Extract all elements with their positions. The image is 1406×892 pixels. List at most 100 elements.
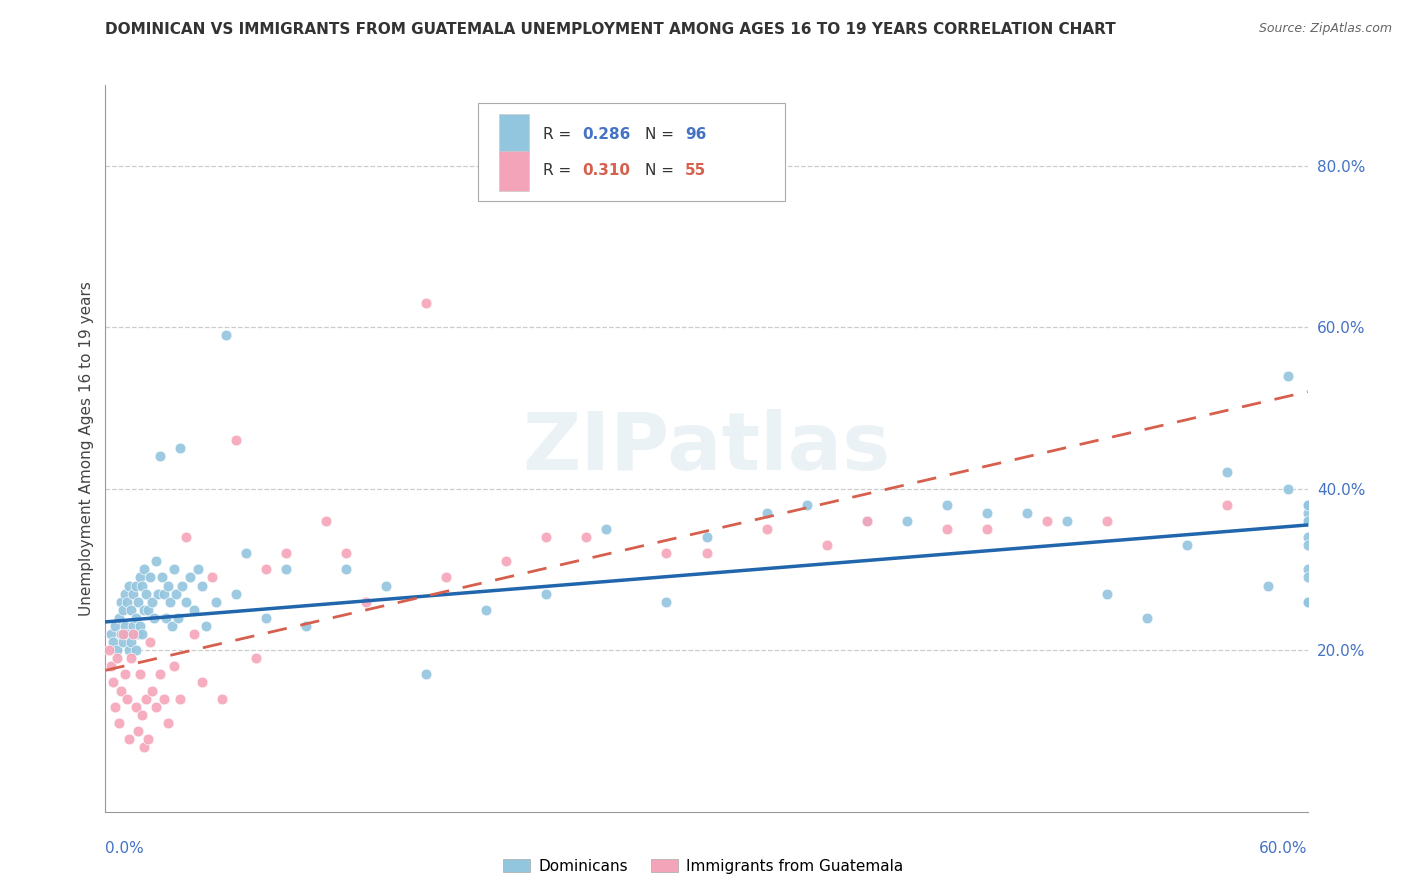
Point xyxy=(122,619,145,633)
Point xyxy=(142,611,165,625)
Point xyxy=(160,619,183,633)
Point xyxy=(936,498,959,512)
Point xyxy=(434,570,457,584)
Point xyxy=(107,643,129,657)
Point xyxy=(1216,466,1239,480)
Point xyxy=(796,498,818,512)
Point xyxy=(235,546,257,560)
Point xyxy=(136,731,159,746)
Point xyxy=(183,603,205,617)
Point xyxy=(245,651,267,665)
Point xyxy=(145,554,167,568)
Point xyxy=(655,595,678,609)
Text: 0.0%: 0.0% xyxy=(105,841,145,855)
Point xyxy=(976,506,998,520)
Point xyxy=(1296,506,1319,520)
Point xyxy=(1296,514,1319,528)
Point xyxy=(128,619,150,633)
Point xyxy=(1017,506,1039,520)
Point xyxy=(132,562,155,576)
Point xyxy=(122,627,145,641)
Point xyxy=(124,643,146,657)
Point xyxy=(121,603,143,617)
Point xyxy=(108,611,131,625)
Point xyxy=(165,587,187,601)
Point xyxy=(595,522,617,536)
Point xyxy=(112,635,135,649)
Point xyxy=(124,578,146,592)
Point xyxy=(187,562,209,576)
Point xyxy=(1277,482,1299,496)
Point xyxy=(121,635,143,649)
Point xyxy=(141,595,163,609)
Point xyxy=(1296,498,1319,512)
Point xyxy=(254,562,277,576)
Point xyxy=(976,522,998,536)
Point xyxy=(145,699,167,714)
Point xyxy=(110,595,132,609)
Text: N =: N = xyxy=(645,163,679,178)
Point xyxy=(211,691,233,706)
Point xyxy=(118,731,141,746)
Point xyxy=(696,546,718,560)
Y-axis label: Unemployment Among Ages 16 to 19 years: Unemployment Among Ages 16 to 19 years xyxy=(79,281,94,615)
Point xyxy=(135,691,157,706)
Point xyxy=(110,627,132,641)
Point xyxy=(174,595,197,609)
Point xyxy=(1036,514,1059,528)
Point xyxy=(122,587,145,601)
Text: 0.310: 0.310 xyxy=(582,163,631,178)
Point xyxy=(415,667,437,681)
Point xyxy=(124,699,146,714)
Point xyxy=(156,578,179,592)
Point xyxy=(755,506,778,520)
FancyBboxPatch shape xyxy=(499,114,529,154)
Point xyxy=(156,715,179,730)
Point xyxy=(131,578,153,592)
Legend: Dominicans, Immigrants from Guatemala: Dominicans, Immigrants from Guatemala xyxy=(496,853,910,880)
Point xyxy=(179,570,201,584)
Point xyxy=(174,530,197,544)
Point xyxy=(696,530,718,544)
Point xyxy=(1097,514,1119,528)
Point xyxy=(1296,538,1319,552)
Point xyxy=(855,514,877,528)
FancyBboxPatch shape xyxy=(478,103,785,201)
Point xyxy=(1296,570,1319,584)
Point xyxy=(114,619,136,633)
Point xyxy=(107,651,129,665)
Point xyxy=(201,570,224,584)
Point xyxy=(100,659,122,673)
Point xyxy=(104,699,127,714)
Point xyxy=(1296,562,1319,576)
Point xyxy=(1277,368,1299,383)
Point xyxy=(415,296,437,310)
Point xyxy=(127,627,149,641)
Point xyxy=(128,667,150,681)
Point xyxy=(117,595,139,609)
Point xyxy=(815,538,838,552)
Point xyxy=(214,328,236,343)
FancyBboxPatch shape xyxy=(499,151,529,191)
Point xyxy=(295,619,318,633)
Point xyxy=(315,514,337,528)
Point xyxy=(127,723,149,738)
Point xyxy=(194,619,217,633)
Text: 60.0%: 60.0% xyxy=(1260,841,1308,855)
Point xyxy=(131,707,153,722)
Point xyxy=(114,587,136,601)
Point xyxy=(254,611,277,625)
Point xyxy=(112,627,135,641)
Point xyxy=(138,635,160,649)
Text: DOMINICAN VS IMMIGRANTS FROM GUATEMALA UNEMPLOYMENT AMONG AGES 16 TO 19 YEARS CO: DOMINICAN VS IMMIGRANTS FROM GUATEMALA U… xyxy=(105,22,1116,37)
Point xyxy=(1177,538,1199,552)
Point xyxy=(335,562,357,576)
Point xyxy=(100,627,122,641)
Point xyxy=(169,691,191,706)
Point xyxy=(655,546,678,560)
Point xyxy=(135,587,157,601)
Text: Source: ZipAtlas.com: Source: ZipAtlas.com xyxy=(1258,22,1392,36)
Point xyxy=(1136,611,1159,625)
Point xyxy=(150,570,173,584)
Text: R =: R = xyxy=(543,127,576,142)
